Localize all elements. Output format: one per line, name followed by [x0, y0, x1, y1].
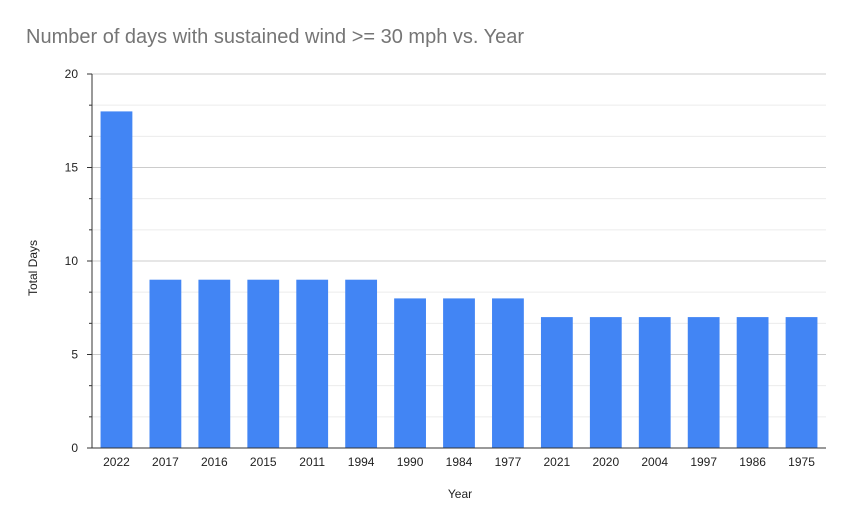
- bar-2011: [296, 279, 329, 448]
- x-tick-label: 2011: [299, 455, 325, 469]
- bar-2015: [247, 279, 280, 448]
- bars: [100, 111, 818, 449]
- y-tick-label: 10: [65, 254, 79, 268]
- x-tick-label: 1984: [446, 455, 473, 469]
- x-tick-label: 2021: [544, 455, 571, 469]
- x-tick-label: 2022: [103, 455, 130, 469]
- bar-2016: [198, 279, 231, 448]
- x-axis-title: Year: [448, 487, 472, 501]
- y-axis-title: Total Days: [26, 240, 40, 296]
- x-tick-label: 1994: [348, 455, 375, 469]
- x-tick-label: 1997: [690, 455, 717, 469]
- bar-1986: [736, 317, 769, 448]
- x-tick-label: 2016: [201, 455, 228, 469]
- x-tick-label: 2017: [152, 455, 179, 469]
- y-tick-label: 0: [71, 441, 78, 455]
- chart-title: Number of days with sustained wind >= 30…: [26, 26, 525, 48]
- x-tick-label: 1977: [495, 455, 522, 469]
- bar-2020: [589, 317, 622, 448]
- x-tick-label: 1975: [788, 455, 815, 469]
- y-tick-label: 20: [65, 67, 79, 81]
- bar-1997: [687, 317, 720, 448]
- bar-1990: [394, 298, 426, 448]
- bar-2004: [638, 317, 671, 448]
- bar-1984: [443, 298, 475, 448]
- y-tick-label: 15: [65, 161, 79, 175]
- bar-2022: [100, 111, 133, 449]
- bar-1977: [492, 298, 524, 448]
- bar-1994: [345, 279, 378, 448]
- x-tick-label: 2020: [592, 455, 619, 469]
- y-tick-label: 5: [71, 348, 78, 362]
- x-tick-label: 2015: [250, 455, 277, 469]
- bar-1975: [785, 317, 818, 448]
- axes: 0 5 10 15 20 2022 2017 2016 2015 2011 1994 1990 1984…: [65, 67, 826, 469]
- bar-2021: [540, 317, 573, 448]
- bar-2017: [149, 279, 182, 448]
- x-tick-label: 1990: [397, 455, 424, 469]
- x-tick-label: 2004: [641, 455, 668, 469]
- x-tick-label: 1986: [739, 455, 766, 469]
